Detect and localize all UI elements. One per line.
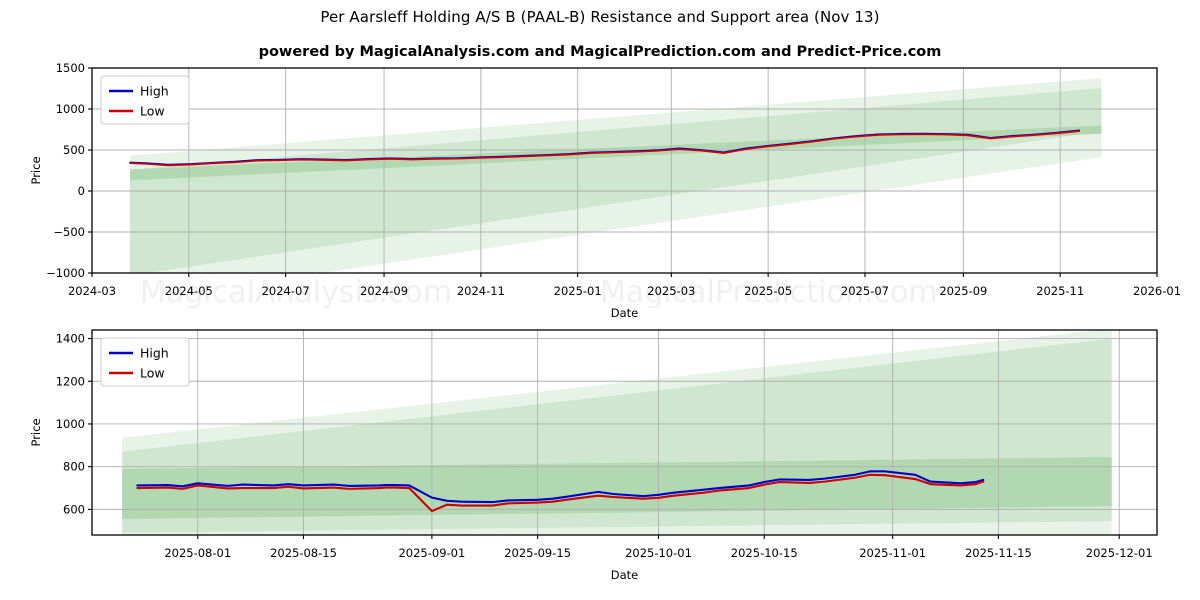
x-tick-label: 2025-05 [744, 284, 792, 298]
band-outer-support-resistance [130, 88, 1102, 273]
y-tick-label: 1200 [56, 374, 85, 388]
x-tick-label: 2025-08-01 [164, 546, 231, 560]
x-tick-label: 2025-09 [939, 284, 987, 298]
x-axis-title: Date [611, 306, 639, 320]
page-title: Per Aarsleff Holding A/S B (PAAL-B) Resi… [320, 8, 880, 26]
x-tick-label: 2024-05 [165, 284, 213, 298]
x-tick-label: 2024-07 [262, 284, 310, 298]
axes-frame [91, 329, 1158, 536]
legend-label-high: High [140, 346, 169, 361]
x-tick-label: 2025-11 [1036, 284, 1084, 298]
series-line-high [136, 470, 985, 504]
x-tick-label: 2025-09-01 [398, 546, 465, 560]
plot-content [92, 68, 1157, 273]
page-subtitle: powered by MagicalAnalysis.com and Magic… [258, 44, 942, 60]
x-axis-title: Date [611, 568, 639, 582]
axes-frame [91, 67, 1158, 274]
plot-content [92, 330, 1157, 535]
x-tick-label: 2026-01 [1133, 284, 1181, 298]
y-tick-label: 1500 [56, 61, 85, 75]
y-tick-label: 500 [63, 143, 85, 157]
y-tick-label: −1000 [46, 266, 85, 280]
x-tick-label: 2025-10-15 [731, 546, 798, 560]
legend-label-low: Low [140, 366, 165, 381]
y-tick-label: 0 [78, 184, 85, 198]
series-line-low [129, 130, 1081, 167]
x-tick-label: 2025-10-01 [625, 546, 692, 560]
watermark-text: MagicalPrediction.com [600, 275, 938, 310]
y-tick-label: 1400 [56, 332, 85, 346]
y-axis-title: Price [29, 156, 43, 184]
x-tick-label: 2025-11-15 [965, 546, 1032, 560]
x-tick-label: 2025-09-15 [504, 546, 571, 560]
chart-panel-zoom: 600 800 1000 1200 1400 2025-08-01 2025-08-15 20… [29, 329, 1158, 582]
y-tick-label: −500 [53, 225, 85, 239]
legend-label-low: Low [140, 104, 165, 119]
y-axis-title: Price [29, 418, 43, 446]
legend-label-high: High [140, 84, 169, 99]
x-tick-label: 2025-11-01 [859, 546, 926, 560]
y-tick-label: 1000 [56, 102, 85, 116]
x-tick-label: 2024-11 [457, 284, 505, 298]
chart-panel-overview: −1000 −500 0 500 1000 1500 2024-03 2024-05 2024-… [29, 61, 1181, 320]
x-tick-label: 2025-08-15 [270, 546, 337, 560]
x-tick-label: 2025-03 [647, 284, 695, 298]
x-tick-label: 2025-12-01 [1086, 546, 1153, 560]
series-line-low [136, 473, 985, 513]
legend[interactable]: High Low [100, 75, 190, 125]
y-tick-label: 600 [63, 502, 85, 516]
y-tick-label: 800 [63, 460, 85, 474]
y-tick-label: 1000 [56, 417, 85, 431]
x-tick-label: 2024-03 [68, 284, 116, 298]
watermark-text: MagicalAnalysis.com [140, 275, 452, 310]
x-tick-label: 2024-09 [360, 284, 408, 298]
legend[interactable]: High Low [100, 337, 190, 387]
x-tick-label: 2025-01 [554, 284, 602, 298]
x-tick-label: 2025-07 [841, 284, 889, 298]
